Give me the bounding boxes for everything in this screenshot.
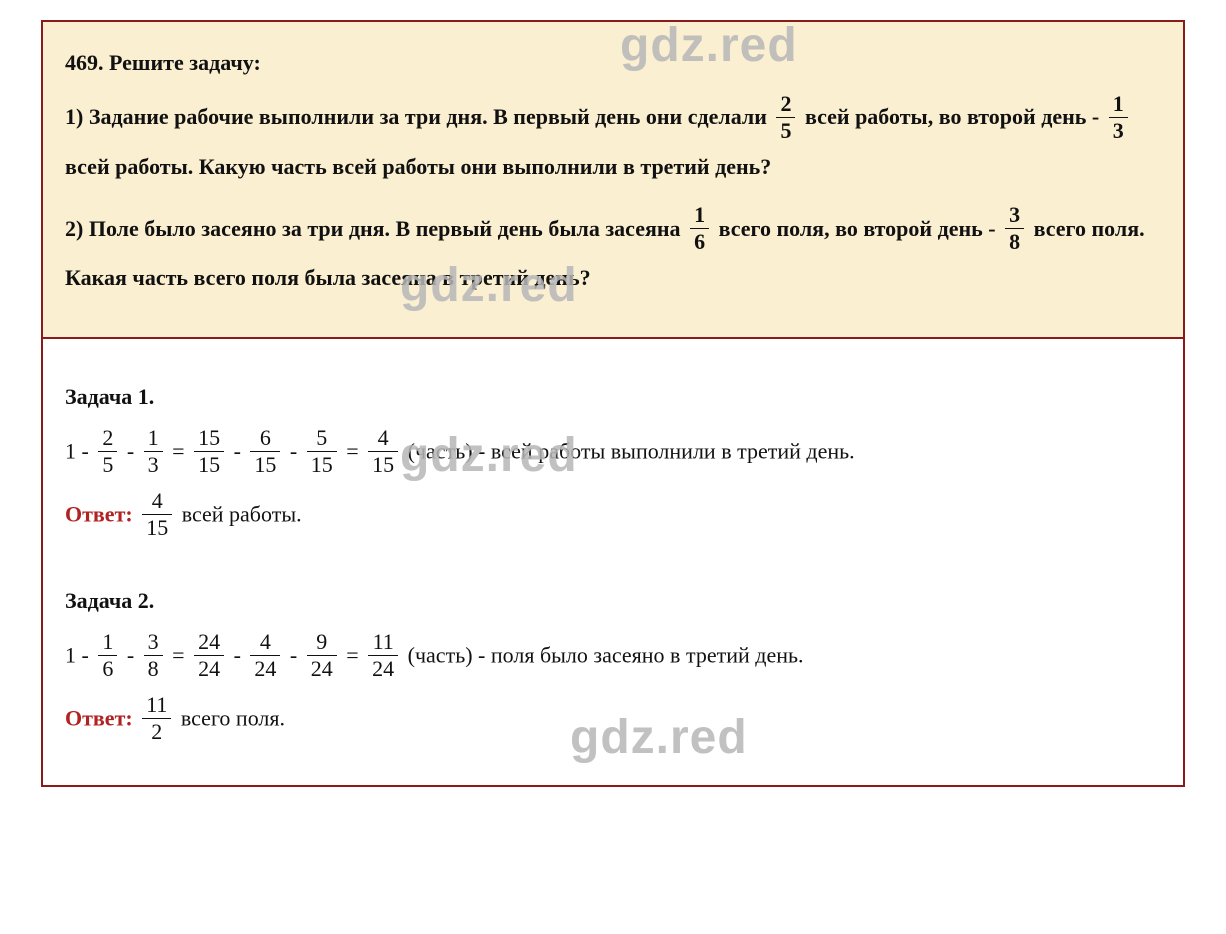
t2c-f4n: 4 xyxy=(250,631,280,656)
t2c-t6: (часть) - поля было засеяно в третий ден… xyxy=(408,643,804,668)
task2-answer: Ответ: 112 всего поля. xyxy=(65,694,1161,743)
t1c-f4d: 15 xyxy=(250,452,280,476)
t1c-f2: 13 xyxy=(144,427,163,476)
t2c-f1d: 6 xyxy=(98,656,117,680)
t1c-f6: 415 xyxy=(368,427,398,476)
p1-tail: всей работы. Какую часть всей работы они… xyxy=(65,154,771,179)
task1-calculation: 1 - 25 - 13 = 1515 - 615 - 515 = 415 (ча… xyxy=(65,427,1161,476)
t1c-t1: - xyxy=(127,439,140,464)
t1c-f6d: 15 xyxy=(368,452,398,476)
problem-part-1: 1) Задание рабочие выполнили за три дня.… xyxy=(65,92,1161,190)
t2c-t4: - xyxy=(290,643,303,668)
t2c-t1: - xyxy=(127,643,140,668)
t2c-f6d: 24 xyxy=(368,656,398,680)
p2-f2-den: 8 xyxy=(1005,229,1024,253)
t1c-t3: - xyxy=(234,439,247,464)
p2-f1-den: 6 xyxy=(690,229,709,253)
t2a-fn: 11 xyxy=(142,694,171,719)
t2c-f3d: 24 xyxy=(194,656,224,680)
task2-answer-frac: 112 xyxy=(142,694,171,743)
p1-lead: 1) Задание рабочие выполнили за три дня.… xyxy=(65,104,772,129)
t1c-f3d: 15 xyxy=(194,452,224,476)
t2c-f2: 38 xyxy=(144,631,163,680)
task2-answer-label: Ответ: xyxy=(65,706,138,731)
t2c-f2n: 3 xyxy=(144,631,163,656)
t1c-f1d: 5 xyxy=(98,452,117,476)
problem-part-2: 2) Поле было засеяно за три дня. В первы… xyxy=(65,204,1161,302)
page-root: gdz.red gdz.red gdz.red gdz.red 469. Реш… xyxy=(0,0,1226,934)
p2-lead: 2) Поле было засеяно за три дня. В первы… xyxy=(65,216,686,241)
t1c-f4n: 6 xyxy=(250,427,280,452)
p2-fraction-1: 1 6 xyxy=(690,204,709,253)
p2-f1-num: 1 xyxy=(690,204,709,229)
p2-mid1: всего поля, во второй день - xyxy=(719,216,1002,241)
t2c-f5d: 24 xyxy=(307,656,337,680)
t1c-t5: = xyxy=(346,439,364,464)
t1a-fn: 4 xyxy=(142,490,172,515)
t1c-f2d: 3 xyxy=(144,452,163,476)
p2-fraction-2: 3 8 xyxy=(1005,204,1024,253)
p1-mid1: всей работы, во второй день - xyxy=(805,104,1105,129)
t2c-f3: 2424 xyxy=(194,631,224,680)
t2c-t5: = xyxy=(346,643,364,668)
t2c-f4d: 24 xyxy=(250,656,280,680)
t2c-f1: 16 xyxy=(98,631,117,680)
t2c-f5n: 9 xyxy=(307,631,337,656)
solution-section: Задача 1. 1 - 25 - 13 = 1515 - 615 - 515… xyxy=(43,339,1183,785)
t1c-f6n: 4 xyxy=(368,427,398,452)
task1-heading: Задача 1. xyxy=(65,375,1161,419)
task1-answer-tail: всей работы. xyxy=(182,502,302,527)
t2c-f2d: 8 xyxy=(144,656,163,680)
p1-f2-num: 1 xyxy=(1109,93,1128,118)
t2a-fd: 2 xyxy=(142,719,171,743)
p1-f1-num: 2 xyxy=(776,93,795,118)
task1-answer: Ответ: 415 всей работы. xyxy=(65,490,1161,539)
problem-title-line: 469. Решите задачу: xyxy=(65,40,1161,86)
p1-f1-den: 5 xyxy=(776,118,795,142)
t1c-f1: 25 xyxy=(98,427,117,476)
t2c-f4: 424 xyxy=(250,631,280,680)
t2c-t2: = xyxy=(172,643,190,668)
t1a-fd: 15 xyxy=(142,515,172,539)
problem-number: 469. xyxy=(65,50,104,75)
t1c-f5: 515 xyxy=(307,427,337,476)
problem-statement: 469. Решите задачу: 1) Задание рабочие в… xyxy=(43,22,1183,339)
t2c-t0: 1 - xyxy=(65,643,94,668)
p2-f2-num: 3 xyxy=(1005,204,1024,229)
t1c-t2: = xyxy=(172,439,190,464)
t1c-t0: 1 - xyxy=(65,439,94,464)
t2c-f3n: 24 xyxy=(194,631,224,656)
problem-instruction: Решите задачу: xyxy=(109,50,261,75)
task2-heading: Задача 2. xyxy=(65,579,1161,623)
p1-f2-den: 3 xyxy=(1109,118,1128,142)
exercise-frame: 469. Решите задачу: 1) Задание рабочие в… xyxy=(41,20,1185,787)
t1c-t4: - xyxy=(290,439,303,464)
t2c-f6: 1124 xyxy=(368,631,398,680)
t2c-f6n: 11 xyxy=(368,631,398,656)
p1-fraction-2: 1 3 xyxy=(1109,93,1128,142)
t1c-f5d: 15 xyxy=(307,452,337,476)
t1c-t6: (часть) - всей работы выполнили в третий… xyxy=(408,439,855,464)
task1-answer-label: Ответ: xyxy=(65,502,138,527)
t1c-f5n: 5 xyxy=(307,427,337,452)
t2c-t3: - xyxy=(234,643,247,668)
t1c-f3: 1515 xyxy=(194,427,224,476)
t2c-f5: 924 xyxy=(307,631,337,680)
task2-calculation: 1 - 16 - 38 = 2424 - 424 - 924 = 1124 (ч… xyxy=(65,631,1161,680)
t1c-f4: 615 xyxy=(250,427,280,476)
t2c-f1n: 1 xyxy=(98,631,117,656)
t1c-f1n: 2 xyxy=(98,427,117,452)
t1c-f2n: 1 xyxy=(144,427,163,452)
t1c-f3n: 15 xyxy=(194,427,224,452)
task2-answer-tail: всего поля. xyxy=(181,706,285,731)
task1-answer-frac: 415 xyxy=(142,490,172,539)
p1-fraction-1: 2 5 xyxy=(776,93,795,142)
